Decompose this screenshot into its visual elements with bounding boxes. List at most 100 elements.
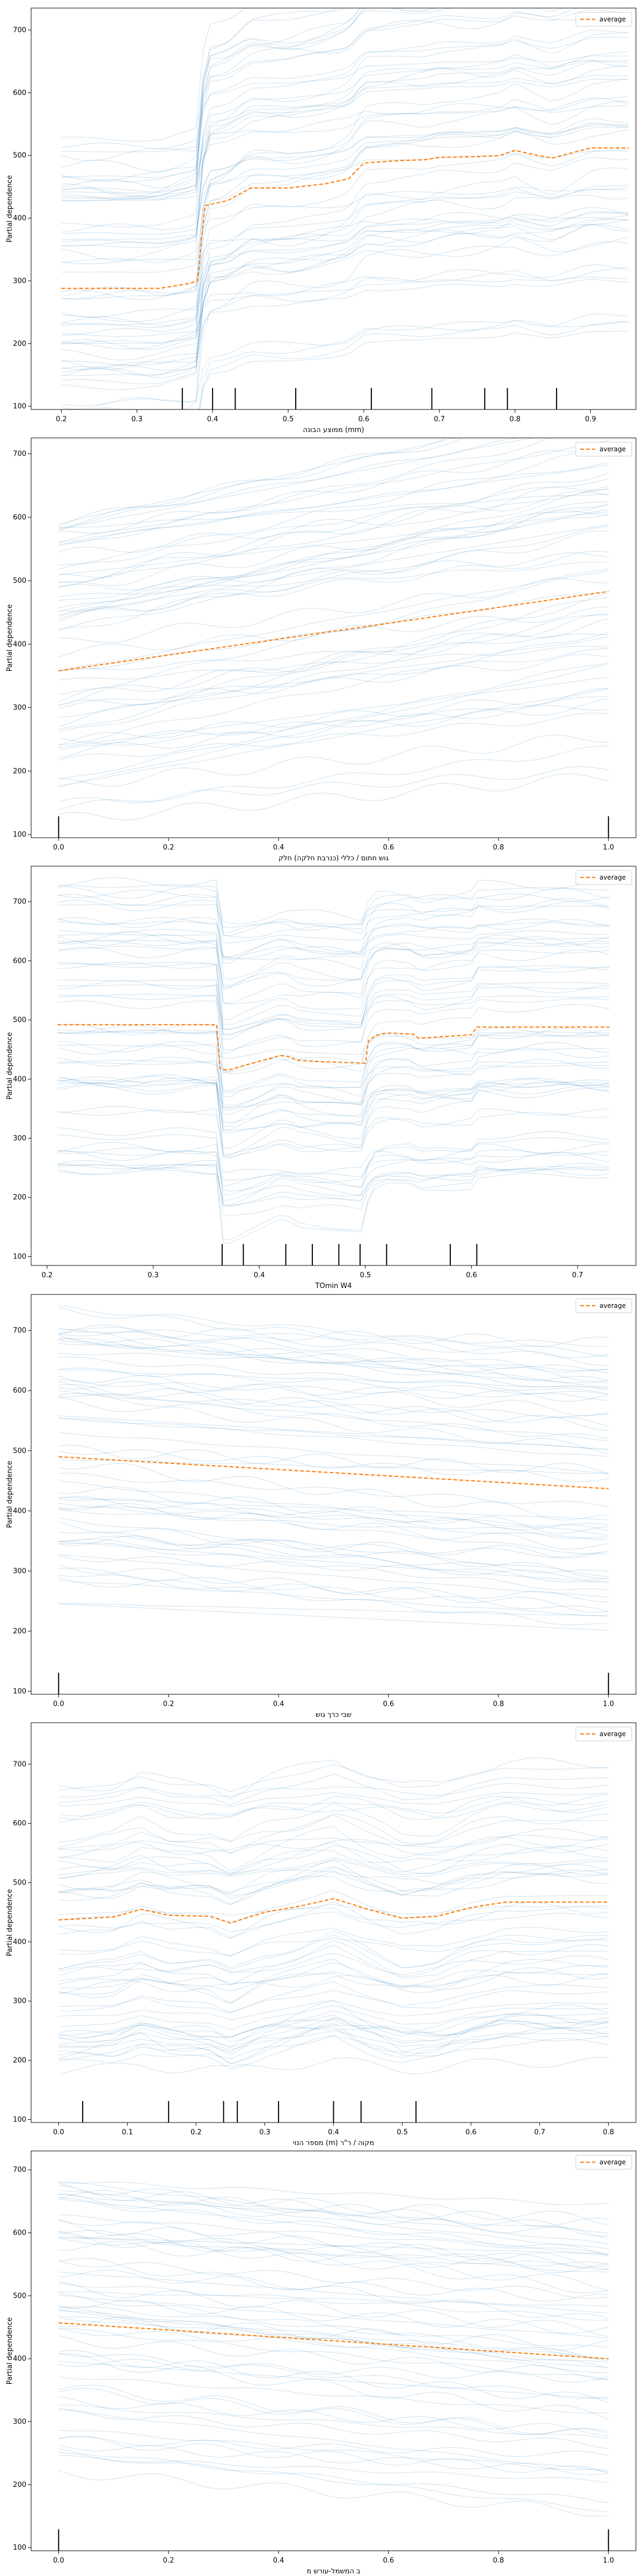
ice-line [57,939,610,960]
ice-line [58,526,609,631]
ice-line [58,488,609,620]
ice-line [58,1343,609,1383]
legend: average [575,1726,632,1741]
ice-line [61,207,629,300]
x-tick-label: 0.2 [56,415,67,423]
ice-line [58,699,609,759]
ice-line [58,524,609,616]
ice-line [58,2271,609,2314]
y-axis-label: Partial dependence [6,2317,14,2384]
ice-line [61,224,628,361]
ice-line [57,994,610,1030]
ice-line [58,2350,609,2403]
ice-line [58,2282,609,2321]
ice-line [58,1836,609,1857]
ice-line [58,2219,609,2268]
y-tick-label: 200 [13,340,26,348]
ice-line [58,1873,609,1905]
legend-label: average [599,16,626,23]
y-tick-label: 700 [13,26,26,34]
ice-line [58,511,609,575]
ice-line [58,438,456,524]
legend-box [575,2155,632,2170]
ice-line [58,613,609,732]
ice-line [57,946,610,1020]
ice-line [57,1082,610,1108]
ice-line [58,2017,609,2048]
ice-line [57,1082,610,1131]
legend-box [575,870,632,885]
legend-label: average [599,445,626,453]
legend: average [575,12,632,27]
ice-line [58,478,609,566]
y-tick-label: 400 [13,1507,26,1515]
ice-line [57,1075,610,1131]
ice-line [58,2384,609,2434]
ice-line [58,1459,609,1474]
ice-line [61,122,628,323]
ice-line [58,2035,609,2069]
ice-line [58,1381,609,1402]
x-tick-label: 1.0 [603,844,614,852]
y-tick-label: 100 [13,2116,26,2124]
ice-line [61,118,628,349]
ice-line [58,1944,609,1986]
ice-line [58,2198,609,2256]
rug-ticks [58,2529,609,2551]
ice-line [57,1000,610,1073]
ice-line [58,2030,609,2050]
rug-ticks [58,816,609,838]
ice-line [58,618,609,706]
ice-line [58,1418,609,1457]
x-tick-label: 0.4 [273,844,284,852]
ice-line [57,1166,610,1201]
ice-line [61,55,628,152]
ice-line [58,1958,609,2004]
x-tick-label: 0.6 [383,1700,394,1708]
ice-line [58,633,609,671]
x-tick-label: 0.3 [131,415,143,423]
y-tick-label: 500 [13,1016,26,1024]
ice-line [61,30,628,228]
ice-line [61,213,628,344]
ice-line [61,156,628,390]
average-line [58,2322,609,2360]
ice-line [61,101,628,297]
ice-line [58,1935,609,1956]
ice-line [58,472,609,583]
ice-line [57,917,610,958]
ice-line [86,167,628,409]
ice-line [58,504,609,630]
ice-line [58,487,609,578]
y-tick-label: 300 [13,1997,26,2006]
ice-line [58,493,609,528]
ice-line [58,1835,609,1854]
ice-line [61,78,628,336]
x-tick-label: 1.0 [603,1700,614,1708]
ice-lines [58,438,609,821]
ice-line [61,9,628,182]
ice-line [57,917,610,957]
ice-line [58,705,609,744]
ice-line [58,688,609,746]
y-tick-label: 700 [13,2166,26,2174]
ice-line [58,1473,609,1507]
ice-line [58,438,464,530]
average-line [58,1898,609,1924]
x-tick-label: 0.0 [53,844,64,852]
ice-line [58,2190,609,2249]
ice-line [58,1803,609,1842]
axes-frame [31,1722,636,2123]
ice-line [61,8,554,189]
ice-line [58,1384,609,1427]
ice-line [58,2193,609,2234]
ice-line [58,2258,609,2319]
ice-line [58,1393,609,1439]
ice-line [61,149,628,345]
ice-line [58,734,609,787]
ice-line [199,331,628,409]
y-tick-label: 200 [13,767,26,775]
ice-line [58,1305,609,1357]
ice-line [61,65,628,232]
axes-frame [31,866,636,1266]
